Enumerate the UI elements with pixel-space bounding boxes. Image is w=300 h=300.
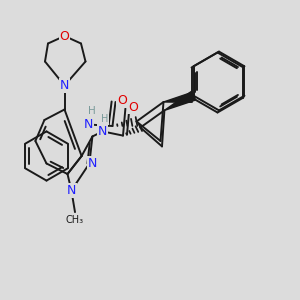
Text: N: N	[88, 157, 97, 170]
Text: H: H	[88, 106, 95, 116]
Text: O: O	[117, 94, 127, 107]
Polygon shape	[164, 92, 196, 110]
Text: N: N	[84, 118, 93, 131]
Text: N: N	[98, 125, 107, 138]
Text: N: N	[60, 79, 69, 92]
Text: N: N	[67, 184, 76, 197]
Text: O: O	[128, 100, 138, 114]
Polygon shape	[164, 93, 192, 102]
Text: CH₃: CH₃	[66, 214, 84, 225]
Text: H: H	[101, 114, 109, 124]
Text: O: O	[60, 29, 69, 43]
